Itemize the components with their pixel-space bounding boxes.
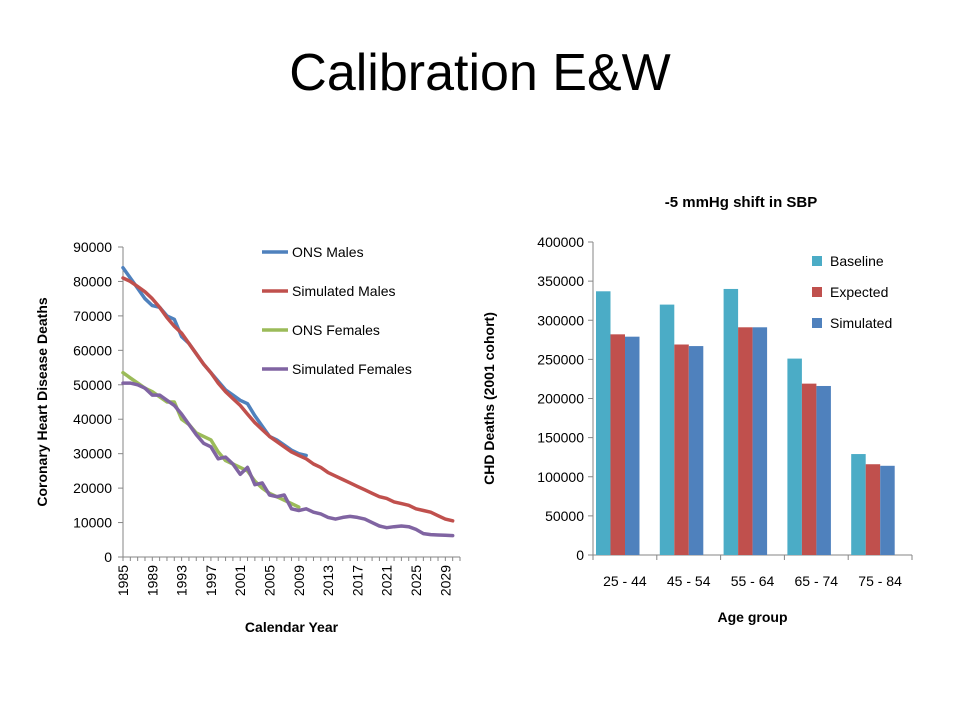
x-tick-label: 2017 [349,565,365,596]
bar-simulated [625,336,640,555]
legend-label: ONS Males [292,244,364,260]
chart-title: -5 mmHg shift in SBP [665,194,818,211]
bar-simulated [816,385,831,555]
x-tick-label: 2013 [320,565,336,596]
x-tick-label: 75 - 84 [858,573,902,589]
y-axis-title: CHD Deaths (2001 cohort) [481,312,497,485]
y-tick-label: 0 [104,549,112,565]
x-tick-label: 65 - 74 [795,573,839,589]
y-tick-label: 250000 [537,351,584,367]
y-tick-label: 40000 [73,411,112,427]
y-tick-label: 90000 [73,239,112,255]
y-tick-label: 50000 [73,377,112,393]
y-tick-label: 80000 [73,273,112,289]
bar-baseline [659,304,675,555]
y-tick-label: 350000 [537,273,584,289]
x-tick-label: 1989 [144,565,160,596]
y-axis-title: Coronary Heart Disease Deaths [34,297,50,507]
x-tick-label: 2009 [291,565,307,596]
legend-label: Baseline [830,253,884,269]
x-tick-label: 45 - 54 [667,573,711,589]
legend-swatch [812,318,822,328]
x-tick-label: 1985 [115,565,131,596]
bar-expected [610,334,625,555]
x-tick-label: 2025 [408,565,424,596]
bar-simulated [880,465,895,555]
series-line-2 [121,276,455,523]
y-tick-label: 30000 [73,446,112,462]
legend-label: Expected [830,284,888,300]
legend-label: Simulated Males [292,283,396,299]
y-tick-label: 300000 [537,312,584,328]
y-tick-label: 60000 [73,342,112,358]
x-tick-label: 2021 [379,565,395,596]
bar-simulated [688,346,704,555]
bar-chart-sbp-shift: -5 mmHg shift in SBP 0 50000 100000 150000 20… [481,194,913,625]
bar-baseline [723,288,739,555]
bar-baseline [787,358,802,555]
bar-simulated [752,327,768,555]
x-tick-label: 1997 [203,565,219,596]
x-tick-label: 2005 [262,565,278,596]
legend-swatch [812,287,822,297]
y-tick-label: 10000 [73,515,112,531]
y-tick-label: 150000 [537,430,584,446]
line-chart-deaths-by-year: 0 10000 20000 30000 40000 50000 60000 70000 8000… [34,239,461,635]
legend-label: ONS Females [292,322,380,338]
bar-baseline [851,454,866,555]
series-line-4 [121,381,455,538]
y-tick-label: 400000 [537,234,584,250]
y-tick-label: 100000 [537,469,584,485]
x-tick-label: 55 - 64 [731,573,775,589]
x-axis-title: Calendar Year [245,619,339,635]
y-tick-label: 20000 [73,480,112,496]
y-tick-label: 200000 [537,391,584,407]
x-axis-title: Age group [718,609,788,625]
x-tick-label: 25 - 44 [603,573,647,589]
bar-expected [865,464,881,555]
x-tick-label: 2029 [437,565,453,596]
bar-expected [801,383,817,555]
y-tick-label: 70000 [73,308,112,324]
legend-swatch [812,256,822,266]
legend-label: Simulated Females [292,361,412,377]
slide-title: Calibration E&W [289,44,671,102]
bar-baseline [596,291,611,555]
bar-expected [674,344,689,555]
legend-label: Simulated [830,315,892,331]
y-tick-label: 0 [576,547,584,563]
y-tick-label: 50000 [545,508,584,524]
x-tick-label: 2001 [232,565,248,596]
x-tick-label: 1993 [174,565,190,596]
bar-expected [738,327,753,555]
